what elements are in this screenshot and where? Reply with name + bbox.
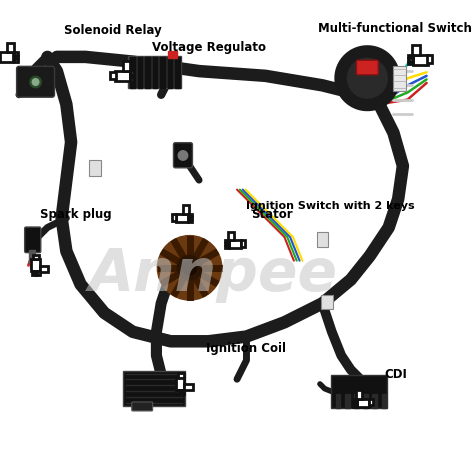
FancyBboxPatch shape	[393, 66, 406, 91]
Polygon shape	[0, 53, 13, 62]
Text: Annpee: Annpee	[89, 246, 338, 303]
Polygon shape	[115, 72, 129, 82]
Circle shape	[30, 76, 41, 88]
Bar	[168, 51, 177, 58]
Circle shape	[182, 261, 197, 275]
Polygon shape	[408, 58, 413, 61]
Polygon shape	[130, 75, 135, 77]
FancyBboxPatch shape	[132, 402, 153, 411]
Polygon shape	[184, 384, 193, 390]
Polygon shape	[130, 72, 135, 74]
Polygon shape	[110, 72, 116, 79]
Polygon shape	[35, 271, 37, 275]
Bar	[153, 57, 157, 88]
Bar	[345, 394, 349, 408]
Bar	[30, 261, 34, 268]
Polygon shape	[369, 399, 373, 405]
Polygon shape	[176, 377, 184, 390]
Polygon shape	[7, 43, 14, 53]
Bar	[354, 394, 359, 408]
FancyBboxPatch shape	[17, 66, 55, 97]
Polygon shape	[353, 404, 357, 407]
Polygon shape	[353, 401, 357, 404]
Polygon shape	[408, 55, 413, 57]
Polygon shape	[188, 219, 192, 222]
FancyBboxPatch shape	[89, 160, 101, 176]
Polygon shape	[178, 374, 184, 378]
Polygon shape	[427, 55, 432, 63]
Polygon shape	[412, 45, 419, 55]
Text: CDI: CDI	[384, 368, 407, 381]
Circle shape	[157, 236, 222, 300]
FancyBboxPatch shape	[123, 371, 185, 406]
Polygon shape	[225, 240, 229, 242]
Polygon shape	[40, 265, 48, 272]
Bar	[146, 57, 150, 88]
Text: Stator: Stator	[251, 208, 293, 221]
Polygon shape	[32, 271, 34, 275]
FancyBboxPatch shape	[317, 232, 328, 247]
Polygon shape	[172, 214, 176, 220]
Polygon shape	[241, 240, 245, 246]
Polygon shape	[413, 55, 428, 64]
Polygon shape	[188, 217, 192, 219]
Bar	[160, 57, 164, 88]
Bar	[168, 57, 172, 88]
FancyBboxPatch shape	[331, 375, 387, 408]
Bar	[373, 394, 377, 408]
Text: Solenoid Relay: Solenoid Relay	[64, 24, 162, 37]
FancyBboxPatch shape	[128, 56, 181, 88]
Polygon shape	[14, 56, 18, 58]
Circle shape	[177, 255, 202, 280]
Bar	[130, 57, 135, 88]
Polygon shape	[33, 255, 39, 259]
Text: Ignition Switch with 2 keys: Ignition Switch with 2 keys	[246, 201, 415, 211]
Polygon shape	[14, 53, 18, 55]
Bar	[363, 394, 368, 408]
Circle shape	[347, 58, 387, 98]
Polygon shape	[176, 390, 179, 394]
Bar	[138, 57, 142, 88]
Polygon shape	[356, 390, 363, 399]
Polygon shape	[182, 390, 184, 394]
Polygon shape	[228, 231, 235, 240]
Text: Voltage Regulato: Voltage Regulato	[152, 41, 266, 54]
FancyBboxPatch shape	[25, 227, 41, 253]
Polygon shape	[357, 399, 369, 407]
Polygon shape	[130, 78, 135, 81]
Polygon shape	[188, 214, 192, 216]
Text: Spark plug: Spark plug	[40, 208, 112, 221]
Polygon shape	[408, 62, 413, 64]
FancyBboxPatch shape	[173, 143, 192, 168]
Polygon shape	[123, 62, 130, 72]
FancyBboxPatch shape	[321, 295, 333, 309]
Text: Ignition Coil: Ignition Coil	[206, 342, 286, 355]
Polygon shape	[182, 205, 189, 214]
Text: Multi-functional Switch: Multi-functional Switch	[318, 22, 472, 35]
Bar	[336, 394, 340, 408]
Polygon shape	[176, 214, 188, 222]
Polygon shape	[14, 59, 18, 62]
Polygon shape	[353, 399, 357, 401]
FancyBboxPatch shape	[356, 60, 378, 75]
Bar	[29, 250, 35, 263]
Circle shape	[32, 79, 39, 85]
Polygon shape	[37, 271, 40, 275]
Bar	[175, 57, 180, 88]
Polygon shape	[179, 390, 182, 394]
Polygon shape	[229, 240, 241, 248]
Circle shape	[178, 151, 188, 160]
Bar	[382, 394, 386, 408]
Polygon shape	[225, 246, 229, 248]
Polygon shape	[225, 243, 229, 245]
Polygon shape	[31, 259, 40, 271]
